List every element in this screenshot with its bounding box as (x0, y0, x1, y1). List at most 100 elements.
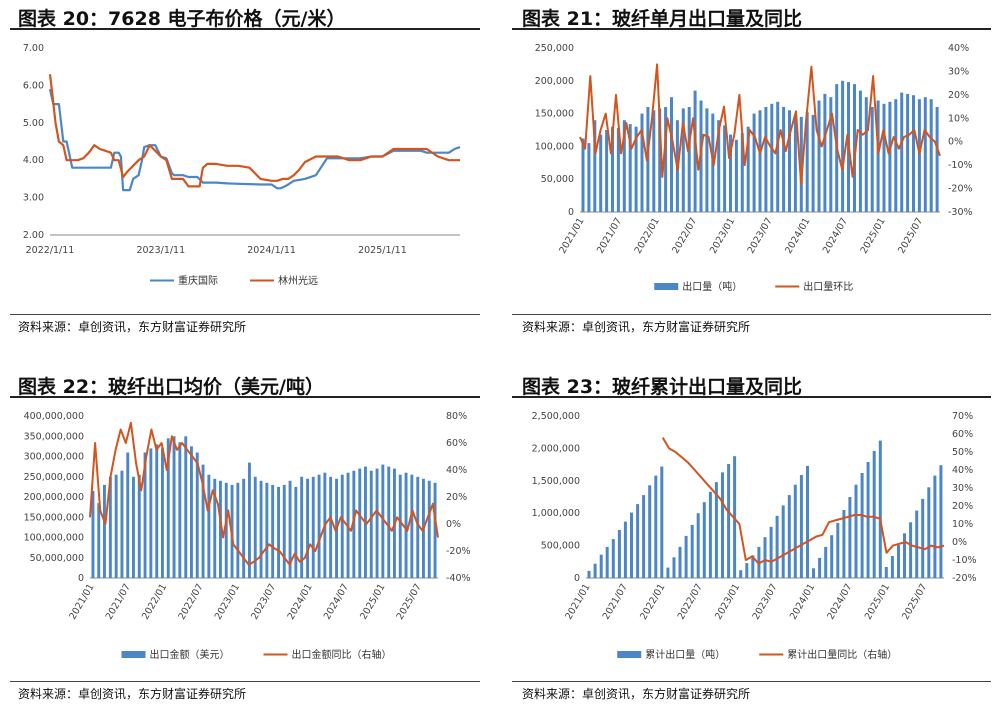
bar (769, 526, 773, 578)
x-tick-label: 2024/07 (322, 582, 351, 622)
bar (848, 497, 852, 578)
bar (929, 99, 933, 212)
y2-tick-label: 0% (952, 537, 967, 548)
bar (294, 486, 298, 578)
bar (882, 103, 886, 212)
x-tick-label: 2025/1/11 (358, 245, 407, 256)
bar (903, 533, 906, 578)
bar (358, 468, 362, 578)
x-tick-label: 2025/07 (395, 582, 424, 622)
bar (149, 448, 153, 578)
bar (723, 125, 727, 212)
bar (890, 556, 894, 578)
legend-label: 累计出口量（吨） (645, 648, 725, 661)
x-tick-label: 2023/1/11 (136, 245, 185, 256)
bar (97, 503, 101, 578)
bar (623, 521, 627, 578)
bar (300, 476, 304, 579)
bar (381, 464, 385, 578)
bar (687, 107, 691, 212)
bar (776, 101, 780, 212)
x-tick-label: 2021/07 (595, 216, 624, 256)
y-tick-label: 1,000,000 (532, 508, 580, 519)
y-tick-label: 200,000,000 (24, 492, 84, 503)
bar (690, 524, 694, 578)
y2-tick-label: -30% (948, 207, 973, 218)
x-tick-label: 2022/07 (176, 582, 205, 622)
bar (352, 470, 356, 578)
bar (387, 466, 391, 578)
x-tick-label: 2025/01 (863, 582, 892, 622)
bar (317, 474, 321, 578)
bar (752, 113, 756, 212)
bar (660, 466, 664, 578)
y2-tick-label: 60% (952, 429, 973, 440)
source-note: 资料来源：卓创资讯，东方财富证券研究所 (18, 687, 247, 701)
bar (178, 442, 182, 578)
bar (805, 112, 809, 212)
bar (616, 128, 620, 212)
legend-swatch-bar (617, 651, 642, 658)
x-tick-label: 2025/07 (900, 582, 929, 622)
x-tick-label: 2024/01 (286, 582, 315, 622)
bar (306, 478, 309, 578)
panel-chart-20: 图表 20：7628 电子布价格（元/米） 7.00 6.00 5.00 4.00 3.… (0, 0, 480, 342)
bar (884, 567, 888, 578)
bar (684, 535, 688, 578)
y-tick-label: 7.00 (23, 43, 44, 54)
legend-label: 重庆国际 (178, 274, 218, 287)
bar (806, 465, 809, 578)
bar (775, 515, 779, 578)
series-line (579, 63, 941, 185)
source-rule (10, 681, 480, 682)
bar (120, 470, 124, 578)
bar (652, 110, 656, 212)
legend-label: 出口金额（美元） (150, 648, 230, 661)
x-tick-label: 2025/01 (358, 582, 387, 622)
bar (91, 490, 95, 578)
title-rule (512, 396, 991, 398)
bar (739, 570, 743, 578)
legend-swatch-bar (121, 651, 146, 658)
y-tick-label: 0 (568, 207, 574, 218)
y-tick-label: 350,000,000 (24, 431, 84, 442)
bar (917, 99, 921, 212)
bar (818, 557, 822, 578)
y-tick-label: 3.00 (23, 193, 44, 204)
y-tick-label: 300,000,000 (24, 452, 84, 463)
source-rule (512, 314, 991, 315)
legend-label: 累计出口量同比（右轴） (787, 648, 897, 661)
y-tick-label: 100,000,000 (24, 533, 84, 544)
x-tick-label: 2023/01 (213, 582, 242, 622)
x-tick-label: 2024/1/11 (247, 245, 296, 256)
bar (817, 100, 821, 212)
bar (369, 470, 373, 578)
bar (830, 535, 834, 578)
y-tick-label: 250,000,000 (24, 472, 84, 483)
bar (416, 476, 420, 579)
legend-label: 林州光远 (278, 274, 318, 287)
bar (605, 546, 609, 578)
chart-title: 图表 21：玻纤单月出口量及同比 (522, 8, 803, 30)
y2-tick-label: 40% (952, 465, 973, 476)
bar (201, 464, 205, 578)
bar (714, 482, 718, 578)
x-tick-label: 2025/01 (859, 216, 888, 256)
bar (259, 480, 263, 578)
bar (740, 133, 744, 212)
bar (787, 495, 791, 578)
y-tick-label: 2,000,000 (532, 443, 580, 454)
bar (721, 472, 724, 578)
x-tick-label: 2023/07 (249, 582, 278, 622)
y-tick-label: 150,000,000 (24, 512, 84, 523)
bar (636, 504, 640, 578)
bar (858, 90, 862, 212)
y-tick-label: 500,000 (541, 541, 580, 552)
bar (906, 93, 910, 212)
bar (190, 446, 193, 578)
bar (681, 108, 685, 212)
bar (864, 97, 868, 212)
x-tick-label: 2022/01 (140, 582, 169, 622)
y-tick-label: 5.00 (23, 118, 44, 129)
bar (799, 116, 803, 212)
